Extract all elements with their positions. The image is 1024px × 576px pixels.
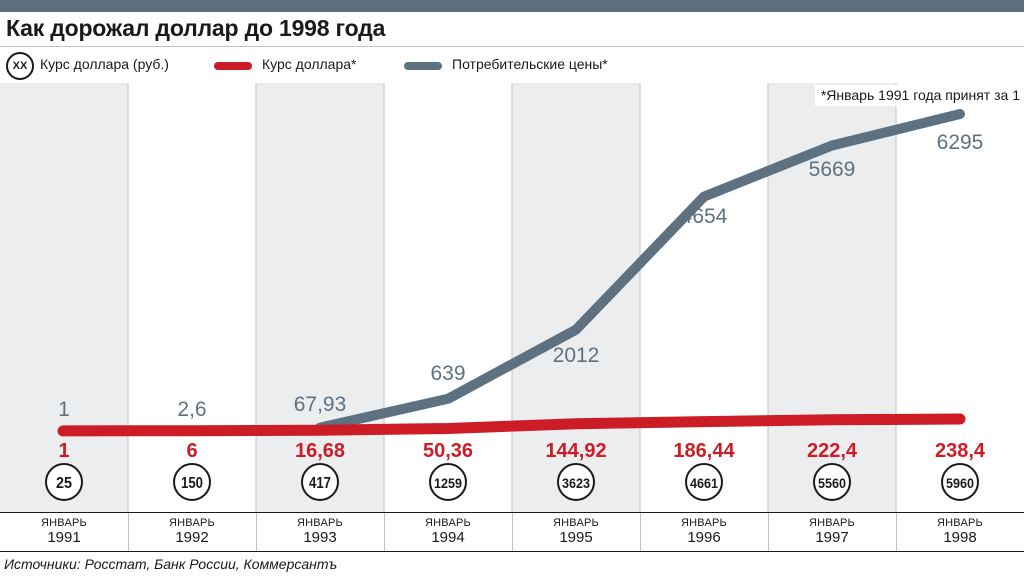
prices-data-label: 6295 xyxy=(937,131,984,154)
legend-circle-symbol: XX xyxy=(6,52,34,80)
tick-month-label: ЯНВАРЬ xyxy=(553,517,599,529)
rate-circle-value: 1259 xyxy=(434,475,462,491)
rate-circle: 4661 xyxy=(685,463,723,501)
tick-year-label: 1993 xyxy=(303,529,337,546)
rate-circle-value: 5960 xyxy=(946,475,974,491)
tick-year-label: 1991 xyxy=(47,529,81,546)
prices-data-label: 2,6 xyxy=(177,398,206,421)
year-divider xyxy=(384,513,385,551)
band-1998 xyxy=(896,83,1024,512)
year-divider xyxy=(640,513,641,551)
chart-plot: 1 2,6 67,93 639 2012 4654 5669 6295 1 6 16,68 50,36… xyxy=(0,83,1024,512)
rate-circle-outline xyxy=(813,463,851,501)
year-tick-1998: ЯНВАРЬ 1998 xyxy=(896,513,1024,551)
tick-month-label: ЯНВАРЬ xyxy=(425,517,471,529)
legend: XX Курс доллара (руб.) Курс доллара* Пот… xyxy=(0,46,1024,84)
rate-circle-value: 417 xyxy=(309,475,331,492)
dollar-data-label: 222,4 xyxy=(807,440,858,462)
band-1993 xyxy=(256,83,384,512)
tick-year-label: 1997 xyxy=(815,529,849,546)
year-tick-1994: ЯНВАРЬ 1994 xyxy=(384,513,512,551)
tick-month-label: ЯНВАРЬ xyxy=(681,517,727,529)
band-1996 xyxy=(640,83,768,512)
tick-year-label: 1996 xyxy=(687,529,721,546)
year-tick-1996: ЯНВАРЬ 1996 xyxy=(640,513,768,551)
year-tick-1992: ЯНВАРЬ 1992 xyxy=(128,513,256,551)
rate-circle: 25 xyxy=(45,463,83,501)
rate-circle-value: 5560 xyxy=(818,475,846,491)
year-divider xyxy=(896,513,897,551)
dollar-data-label: 144,92 xyxy=(545,440,606,462)
rate-circle-outline xyxy=(173,463,211,501)
top-bar xyxy=(0,0,1024,12)
prices-data-label: 4654 xyxy=(681,205,728,228)
tick-year-label: 1995 xyxy=(559,529,593,546)
tick-year-label: 1994 xyxy=(431,529,465,546)
rate-circle-value: 4661 xyxy=(690,475,718,491)
rate-circle-outline xyxy=(429,463,467,501)
band-1997 xyxy=(768,83,896,512)
rate-circle-value: 25 xyxy=(56,475,72,492)
prices-data-label: 1 xyxy=(58,398,70,421)
tick-year-label: 1998 xyxy=(943,529,977,546)
year-tick-1993: ЯНВАРЬ 1993 xyxy=(256,513,384,551)
tick-year-label: 1992 xyxy=(175,529,209,546)
legend-red-line-swatch xyxy=(214,62,252,70)
band-1992 xyxy=(128,83,256,512)
rate-circle-outline xyxy=(301,463,339,501)
rate-circle-outline xyxy=(685,463,723,501)
dollar-data-label: 238,4 xyxy=(935,440,986,462)
year-tick-1991: ЯНВАРЬ 1991 xyxy=(0,513,128,551)
rate-circle-value: 150 xyxy=(181,475,203,492)
chart-note: *Январь 1991 года принят за 1 xyxy=(814,85,1024,106)
dollar-data-label: 1 xyxy=(58,440,69,462)
rate-circle: 3623 xyxy=(557,463,595,501)
rate-circle: 5960 xyxy=(941,463,979,501)
tick-month-label: ЯНВАРЬ xyxy=(41,517,87,529)
rate-circle-outline xyxy=(941,463,979,501)
prices-data-label: 639 xyxy=(430,362,465,385)
dollar-series-line xyxy=(57,413,966,437)
legend-grey-line-swatch xyxy=(404,62,442,70)
legend-circle-label: Курс доллара (руб.) xyxy=(40,56,169,72)
source-text: Источники: Росстат, Банк России, Коммерс… xyxy=(4,556,338,572)
rate-circle-outline xyxy=(557,463,595,501)
rate-circle: 5560 xyxy=(813,463,851,501)
year-divider xyxy=(256,513,257,551)
year-divider xyxy=(768,513,769,551)
rate-circle: 417 xyxy=(301,463,339,501)
legend-grey-label: Потребительские цены* xyxy=(452,56,608,72)
chart-title: Как дорожал доллар до 1998 года xyxy=(6,15,386,41)
rate-circle: 1259 xyxy=(429,463,467,501)
dollar-data-label: 186,44 xyxy=(673,440,735,462)
year-divider xyxy=(128,513,129,551)
tick-month-label: ЯНВАРЬ xyxy=(297,517,343,529)
year-tick-1997: ЯНВАРЬ 1997 xyxy=(768,513,896,551)
tick-month-label: ЯНВАРЬ xyxy=(937,517,983,529)
band-1994 xyxy=(384,83,512,512)
tick-month-label: ЯНВАРЬ xyxy=(809,517,855,529)
tick-month-label: ЯНВАРЬ xyxy=(169,517,215,529)
year-tick-1995: ЯНВАРЬ 1995 xyxy=(512,513,640,551)
x-axis-years: ЯНВАРЬ 1991 ЯНВАРЬ 1992 ЯНВАРЬ 1993 ЯНВАРЬ 1994… xyxy=(0,512,1024,552)
band-1995 xyxy=(512,83,640,512)
prices-data-label: 5669 xyxy=(809,158,856,181)
prices-data-label: 67,93 xyxy=(294,393,347,416)
legend-red-label: Курс доллара* xyxy=(262,56,357,72)
dollar-data-label: 16,68 xyxy=(295,440,345,462)
year-divider xyxy=(512,513,513,551)
rate-circle: 150 xyxy=(173,463,211,501)
rate-circle-outline xyxy=(45,463,83,501)
prices-series-line xyxy=(315,109,965,433)
band-1991 xyxy=(0,83,128,512)
dollar-data-label: 50,36 xyxy=(423,440,473,462)
prices-data-label: 2012 xyxy=(553,344,600,367)
rate-circle-value: 3623 xyxy=(562,475,590,491)
dollar-data-label: 6 xyxy=(186,440,197,462)
